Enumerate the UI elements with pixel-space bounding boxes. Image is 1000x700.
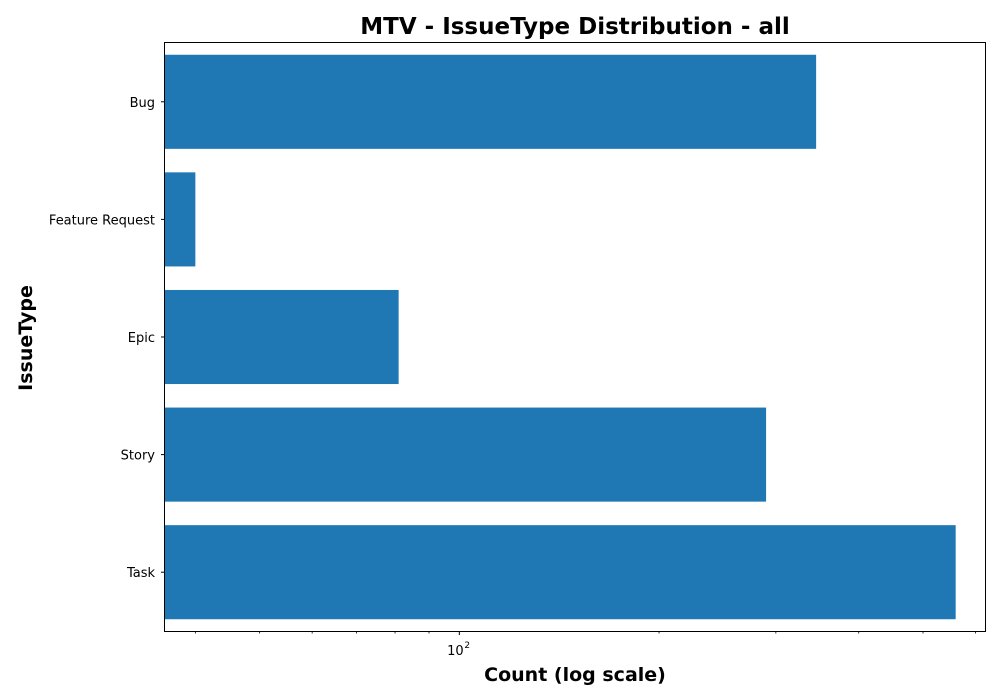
bar-bug: [165, 54, 817, 149]
bars-group: [165, 54, 956, 620]
y-tick-label: Feature Request: [49, 213, 155, 228]
y-axis-label: IssueType: [15, 285, 37, 391]
x-tick-exponent: 2: [464, 641, 470, 651]
bar-feature-request: [165, 172, 196, 267]
y-tick-label: Story: [121, 449, 156, 464]
y-ticks-group: Bug Feature Request Epic Story Task: [49, 96, 165, 581]
plot-frame: [164, 42, 986, 632]
bar-story: [165, 407, 767, 502]
x-ticks-group: 10 2: [194, 631, 976, 659]
y-tick-label: Task: [126, 566, 156, 581]
x-axis-label: Count (log scale): [484, 664, 666, 686]
bar-task: [165, 525, 956, 620]
y-tick-label: Epic: [128, 331, 155, 346]
bar-epic: [165, 289, 399, 385]
y-tick-label: Bug: [130, 96, 155, 111]
chart-title: MTV - IssueType Distribution - all: [360, 14, 790, 40]
x-tick-label: 10: [447, 644, 464, 659]
